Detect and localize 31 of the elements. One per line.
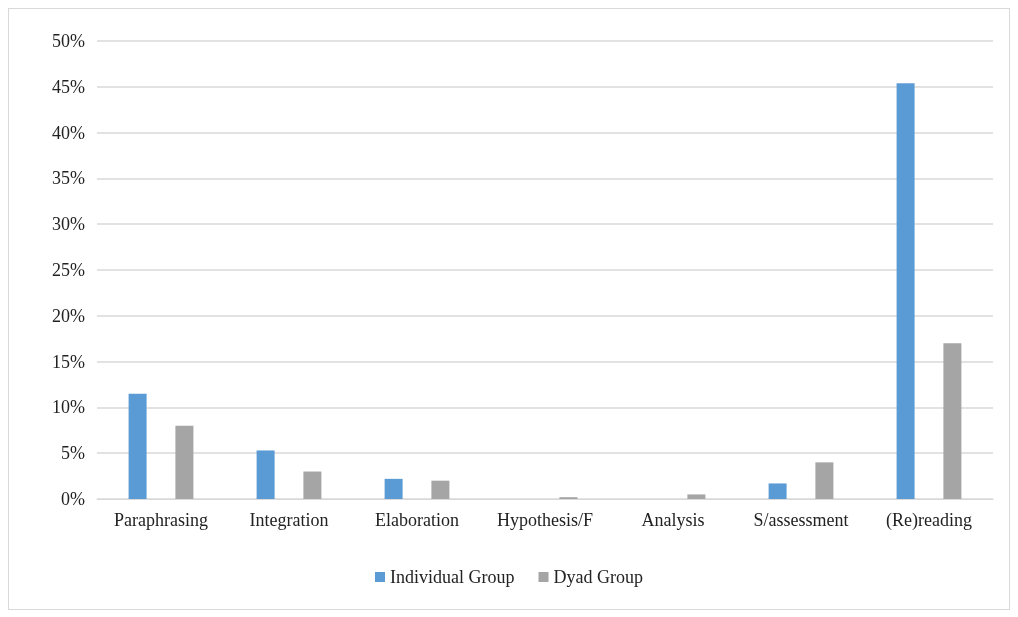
y-tick-label: 15% [52, 351, 85, 372]
bar [431, 480, 450, 499]
bar [256, 450, 275, 499]
x-tick-label: (Re)reading [886, 510, 972, 531]
legend-label: Individual Group [390, 567, 515, 587]
y-tick-label: 45% [52, 76, 85, 97]
y-tick-label: 40% [52, 122, 85, 143]
legend-label: Dyad Group [553, 567, 643, 587]
bar [896, 83, 915, 499]
y-tick-label: 25% [52, 260, 85, 280]
bar [384, 478, 403, 499]
bar [687, 494, 706, 499]
bar [175, 425, 194, 499]
y-tick-label: 20% [52, 305, 85, 326]
bar [128, 393, 147, 499]
x-tick-label: Hypothesis/F [496, 510, 594, 530]
y-tick-label: 0% [61, 489, 85, 509]
y-tick-label: 10% [52, 397, 85, 418]
bar [943, 343, 962, 499]
x-tick-label: Elaboration [375, 510, 459, 530]
bar [768, 483, 787, 499]
y-tick-label: 30% [52, 214, 85, 235]
bar [303, 471, 322, 499]
y-tick-label: 5% [61, 443, 85, 464]
x-tick-label: Analysis [641, 510, 705, 530]
x-tick-label: Integration [249, 510, 329, 530]
y-tick-label: 35% [52, 168, 85, 189]
x-tick-label: Paraphrasing [114, 510, 208, 530]
bar [815, 462, 834, 499]
y-tick-label: 50% [52, 31, 85, 51]
x-tick-label: S/assessment [753, 510, 849, 530]
